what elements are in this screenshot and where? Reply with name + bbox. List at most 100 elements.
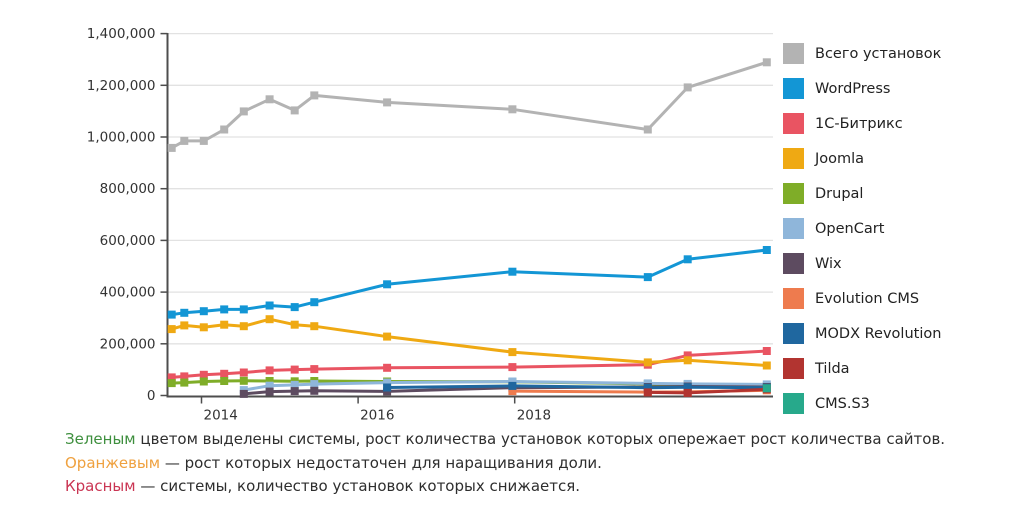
- tilda-swatch-icon: [783, 358, 804, 379]
- series-marker-WordPress: [310, 298, 319, 307]
- series-marker-1С-Битрикс: [290, 365, 299, 374]
- series-marker-Wix: [239, 389, 248, 398]
- series-marker-WordPress: [762, 246, 771, 254]
- cms-installations-line-chart: 0 200,000 400,000 600,000 800,000 1,000,000 1,…: [87, 26, 773, 424]
- wordpress-swatch-icon: [783, 78, 804, 99]
- series-marker-Wix: [310, 386, 319, 395]
- series-marker-Drupal: [220, 377, 229, 385]
- series-marker-Drupal: [239, 376, 248, 385]
- 1c-bitrix-swatch-icon: [783, 113, 804, 134]
- note-red: Красным — системы, количество установок …: [65, 475, 965, 499]
- legend-label: WordPress: [815, 80, 891, 97]
- series-marker-WordPress: [167, 310, 176, 319]
- series-marker-Wix: [265, 387, 274, 396]
- series-marker-Joomla: [310, 322, 319, 331]
- y-tick-label: 800,000: [100, 181, 156, 197]
- wix-swatch-icon: [783, 253, 804, 274]
- legend-item-cms-s3[interactable]: CMS.S3: [783, 386, 1013, 421]
- series-marker-MODX Revolution: [383, 383, 392, 392]
- series-marker-1С-Битрикс: [180, 372, 189, 381]
- note-green-text: цветом выделены системы, рост количества…: [135, 430, 946, 448]
- legend-label: Evolution CMS: [815, 290, 920, 307]
- series-marker-1С-Битрикс: [220, 369, 229, 378]
- series-marker-Всего установок: [199, 136, 208, 145]
- series-marker-WordPress: [199, 307, 208, 316]
- chart-legend: Всего установок WordPress 1С-Битрикс Joo…: [783, 36, 1013, 421]
- series-marker-MODX Revolution: [643, 383, 652, 392]
- series-marker-Joomla: [265, 315, 274, 324]
- series-marker-Joomla: [199, 323, 208, 332]
- series-marker-Tilda: [683, 388, 692, 397]
- series-marker-Всего установок: [683, 83, 692, 92]
- joomla-swatch-icon: [783, 148, 804, 169]
- series-marker-WordPress: [265, 301, 274, 310]
- series-marker-1С-Битрикс: [265, 366, 274, 375]
- note-orange-text: — рост которых недостаточен для наращива…: [160, 453, 602, 472]
- note-orange-keyword: Оранжевым: [65, 453, 161, 472]
- series-marker-Drupal: [199, 377, 208, 386]
- series-marker-1С-Битрикс: [762, 347, 771, 355]
- series-marker-Joomla: [167, 325, 176, 334]
- y-tick-label: 1,200,000: [87, 78, 156, 94]
- series-marker-Joomla: [383, 332, 392, 341]
- series-marker-Joomla: [683, 356, 692, 365]
- series-marker-Всего установок: [762, 58, 771, 67]
- evolution-cms-swatch-icon: [783, 288, 804, 309]
- series-marker-Evolution CMS: [508, 387, 517, 396]
- series-marker-Joomla: [220, 320, 229, 329]
- legend-item-evolution-cms[interactable]: Evolution CMS: [783, 281, 1013, 316]
- series-marker-Всего установок: [290, 106, 299, 115]
- legend-item-opencart[interactable]: OpenCart: [783, 211, 1013, 246]
- x-tick-label: 2016: [360, 408, 394, 424]
- series-marker-Всего установок: [220, 125, 229, 134]
- series-marker-MODX Revolution: [508, 381, 517, 390]
- series-marker-1С-Битрикс: [167, 373, 176, 382]
- note-orange: Оранжевым — рост которых недостаточен дл…: [65, 452, 965, 476]
- series-marker-OpenCart: [265, 381, 274, 390]
- series-marker-Всего установок: [643, 125, 652, 134]
- series-marker-Drupal: [167, 379, 176, 388]
- legend-item-joomla[interactable]: Joomla: [783, 141, 1013, 176]
- legend-label: Tilda: [815, 360, 850, 377]
- modx-revolution-swatch-icon: [783, 323, 804, 344]
- legend-item-drupal[interactable]: Drupal: [783, 176, 1013, 211]
- series-marker-Joomla: [643, 358, 652, 367]
- legend-item-total[interactable]: Всего установок: [783, 36, 1013, 71]
- series-marker-Всего установок: [167, 143, 176, 152]
- legend-item-tilda[interactable]: Tilda: [783, 351, 1013, 386]
- legend-label: Drupal: [815, 185, 864, 202]
- series-line-MODX Revolution: [387, 384, 767, 390]
- color-legend-notes: Зеленым цветом выделены системы, рост ко…: [65, 428, 965, 499]
- series-marker-Joomla: [508, 348, 517, 357]
- legend-item-wordpress[interactable]: WordPress: [783, 71, 1013, 106]
- x-tick-label: 2014: [204, 408, 238, 424]
- series-marker-OpenCart: [310, 380, 319, 389]
- y-tick-label: 0: [147, 388, 156, 404]
- note-green-keyword: Зеленым: [65, 430, 136, 448]
- series-marker-Всего установок: [239, 107, 248, 116]
- series-marker-Drupal: [180, 378, 189, 387]
- legend-item-modx-revolution[interactable]: MODX Revolution: [783, 316, 1013, 351]
- note-red-keyword: Красным: [65, 477, 136, 495]
- series-marker-WordPress: [508, 267, 517, 276]
- series-line-WordPress: [171, 248, 767, 317]
- x-tick-label: 2018: [517, 408, 551, 424]
- legend-label: Wix: [815, 255, 842, 272]
- series-marker-1С-Битрикс: [239, 368, 248, 377]
- series-line-Всего установок: [170, 60, 768, 150]
- series-marker-1С-Битрикс: [310, 365, 319, 374]
- series-marker-1С-Битрикс: [683, 351, 692, 360]
- legend-item-wix[interactable]: Wix: [783, 246, 1013, 281]
- y-tick-label: 600,000: [100, 233, 156, 249]
- series-marker-Всего установок: [265, 95, 274, 104]
- series-marker-1С-Битрикс: [199, 370, 208, 379]
- series-marker-Joomla: [290, 320, 299, 329]
- series-marker-Drupal: [265, 377, 274, 385]
- series-marker-OpenCart: [290, 380, 299, 389]
- series-marker-WordPress: [290, 303, 299, 312]
- drupal-swatch-icon: [783, 183, 804, 204]
- legend-item-1c-bitrix[interactable]: 1С-Битрикс: [783, 106, 1013, 141]
- y-tick-label: 400,000: [100, 285, 156, 301]
- series-line-1С-Битрикс: [171, 349, 767, 379]
- y-tick-label: 1,400,000: [87, 26, 156, 42]
